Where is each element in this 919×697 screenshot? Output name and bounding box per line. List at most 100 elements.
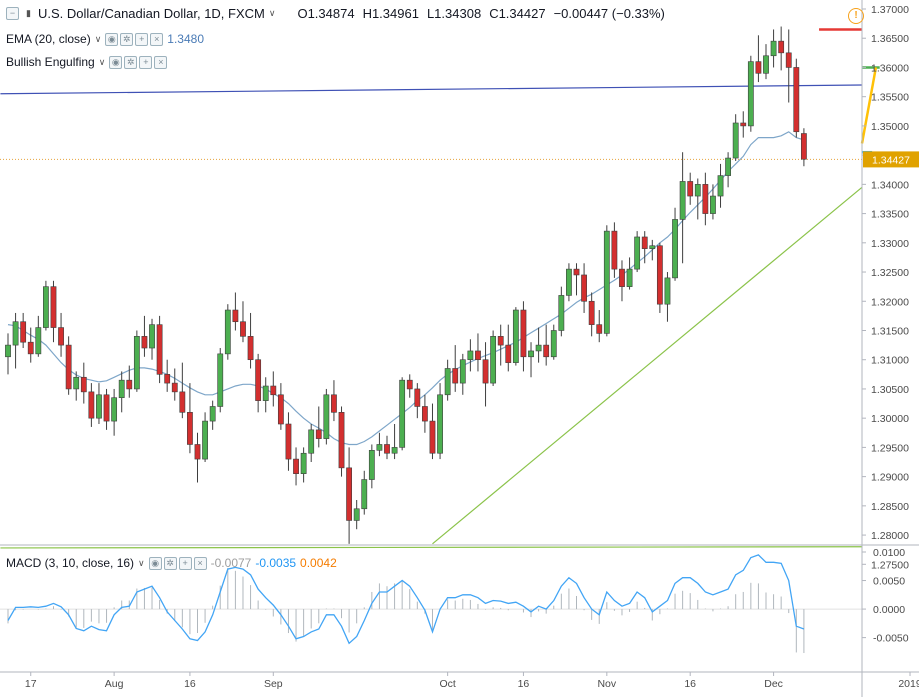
candle-body xyxy=(619,268,625,287)
y-tick-label: 1.37000 xyxy=(871,4,909,16)
plus-icon[interactable]: + xyxy=(178,556,192,570)
candle xyxy=(103,388,110,430)
candle xyxy=(187,383,193,454)
candle-body xyxy=(270,385,277,396)
candle-body xyxy=(65,344,72,390)
candle xyxy=(262,377,269,413)
candle xyxy=(399,377,406,451)
warning-icon[interactable]: ! xyxy=(848,8,864,24)
ohlc-change: −0.00447 (−0.33%) xyxy=(553,6,665,21)
macd-y-tick-label: -0.0050 xyxy=(873,633,909,645)
close-icon[interactable]: × xyxy=(193,556,207,570)
candle-body xyxy=(391,447,398,454)
candle-body xyxy=(240,321,246,337)
candle xyxy=(361,470,368,515)
candle xyxy=(785,29,792,103)
y-tick-label: 1.33500 xyxy=(871,209,909,221)
y-tick-label: 1.34000 xyxy=(871,179,909,191)
y-tick-label: 1.31500 xyxy=(871,325,909,337)
series-style-icon[interactable]: ▮ xyxy=(26,8,31,18)
chevron-down-icon[interactable]: ∨ xyxy=(268,8,276,18)
candle xyxy=(376,432,383,457)
candle-body xyxy=(149,324,155,349)
candle xyxy=(384,435,390,460)
candle xyxy=(270,371,277,407)
candle-body xyxy=(202,420,208,460)
macd-label[interactable]: MACD (3, 10, close, 16) xyxy=(6,556,135,570)
candle-body xyxy=(20,321,27,343)
candle xyxy=(793,58,800,138)
drawn-line xyxy=(432,186,863,545)
close-icon[interactable]: × xyxy=(154,55,168,69)
candle-body xyxy=(641,236,648,249)
x-tick-label: 16 xyxy=(684,678,696,690)
candle-body xyxy=(649,245,656,249)
collapse-icon[interactable]: − xyxy=(6,7,19,20)
candle-body xyxy=(35,327,42,355)
candle-body xyxy=(103,394,110,422)
candle xyxy=(512,307,519,366)
candle xyxy=(414,383,421,419)
y-tick-label: 1.32000 xyxy=(871,296,909,308)
macd-y-tick-label: 0.0050 xyxy=(873,576,905,588)
candle-body xyxy=(187,412,193,445)
candle-body xyxy=(596,324,603,334)
candle xyxy=(710,184,716,220)
candle xyxy=(293,447,299,486)
candle-body xyxy=(58,327,64,346)
candle xyxy=(285,412,292,471)
candle-body xyxy=(262,385,269,401)
chevron-down-icon[interactable]: ∨ xyxy=(94,33,102,44)
candle xyxy=(437,383,443,460)
close-icon[interactable]: × xyxy=(150,32,164,46)
symbol-title[interactable]: U.S. Dollar/Canadian Dollar, 1D, FXCM xyxy=(38,6,265,21)
plus-icon[interactable]: + xyxy=(139,55,153,69)
candle-body xyxy=(346,467,352,521)
eye-icon[interactable]: ◉ xyxy=(148,556,162,570)
candle-body xyxy=(5,344,11,358)
candle xyxy=(27,327,34,363)
candle-body xyxy=(497,336,504,346)
candle xyxy=(687,172,694,205)
chevron-down-icon[interactable]: ∨ xyxy=(138,557,145,568)
drawn-line xyxy=(860,67,878,144)
gear-icon[interactable]: ✲ xyxy=(120,32,134,46)
candle xyxy=(202,412,208,463)
ohlc-close: C1.34427 xyxy=(489,6,546,21)
candle-body xyxy=(156,324,163,375)
plus-icon[interactable]: + xyxy=(135,32,149,46)
candle xyxy=(240,301,246,343)
candle xyxy=(656,242,663,313)
x-tick-label: 16 xyxy=(518,678,530,690)
candle xyxy=(20,312,27,349)
ema-label[interactable]: EMA (20, close) xyxy=(6,32,91,46)
ema-value: 1.3480 xyxy=(167,32,204,46)
y-tick-label: 1.33000 xyxy=(871,238,909,250)
candle-body xyxy=(315,429,322,439)
y-tick-label: 1.29500 xyxy=(871,442,909,454)
candle-body xyxy=(217,353,224,407)
candle-body xyxy=(421,406,428,422)
eye-icon[interactable]: ◉ xyxy=(109,55,123,69)
candle xyxy=(331,380,337,422)
gear-icon[interactable]: ✲ xyxy=(163,556,177,570)
candle xyxy=(528,342,534,378)
candle-body xyxy=(717,175,724,197)
candle-body xyxy=(747,61,754,127)
eye-icon[interactable]: ◉ xyxy=(105,32,119,46)
pattern-label[interactable]: Bullish Engulfing xyxy=(6,55,95,69)
candle-body xyxy=(414,388,421,407)
candle-body xyxy=(490,336,497,384)
candle xyxy=(672,207,678,281)
candle-body xyxy=(800,133,807,160)
candle xyxy=(725,152,731,188)
chevron-down-icon[interactable]: ∨ xyxy=(98,56,106,67)
candle xyxy=(126,365,133,398)
gear-icon[interactable]: ✲ xyxy=(124,55,138,69)
macd-pane xyxy=(0,554,862,654)
candle xyxy=(770,29,777,68)
candle xyxy=(42,280,49,331)
candle-body xyxy=(209,406,216,422)
